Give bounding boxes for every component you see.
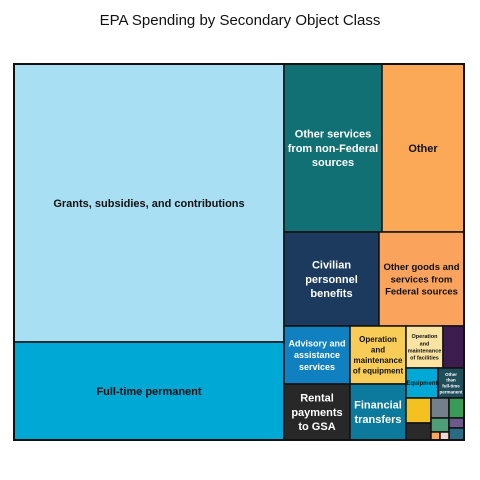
cell-operation-and-maintenance-of-equipment-rect (349, 325, 407, 385)
cell-equipment-label: Equipment (407, 381, 438, 387)
cell-other-label: Other (408, 143, 438, 155)
cell-other-services-from-non-federal-sources-label: Other services from non-Federal sources (288, 129, 378, 170)
cell-other-than-full-time-permanent-rect (437, 367, 465, 399)
cell-financial-transfers-rect (349, 383, 407, 441)
cell-equipment-rect (405, 367, 439, 399)
cell-18-rect (405, 422, 432, 441)
cell-20-rect (448, 417, 465, 429)
cell-civilian-personnel-benefits-rect (283, 231, 380, 327)
cell-16-rect (430, 397, 450, 419)
cell-15-rect (405, 397, 432, 424)
cell-advisory-and-assistance-services-rect (283, 325, 351, 385)
cell-23-rect (439, 431, 450, 441)
cell-17-rect (448, 397, 465, 419)
cell-civilian-personnel-benefits-label: Civilian personnel benefits (305, 260, 358, 301)
cell-10-rect (442, 325, 465, 369)
cell-other-goods-and-services-from-federal-sources-rect (378, 231, 465, 327)
cell-other-goods-and-services-from-federal-sources-label: Other goods and services from Federal sour… (384, 262, 460, 298)
cell-operation-and-maintenance-of-equipment-label: Operation and maintenance of equipment (353, 335, 404, 375)
cell-full-time-permanent-label: Full-time permanent (96, 386, 201, 398)
cell-advisory-and-assistance-services-label: Advisory and assistance services (288, 338, 345, 371)
chart-title: EPA Spending by Secondary Object Class (99, 12, 381, 29)
cell-21-rect (448, 427, 465, 441)
cell-operation-and-maintenance-of-facilities-label: Operation and maintenance of facilities (408, 334, 442, 361)
cell-other-rect (381, 63, 465, 233)
cell-rental-payments-to-gsa-label: Rental payments to GSA (291, 393, 342, 434)
cell-19-rect (430, 417, 450, 433)
cell-22-rect (430, 431, 441, 441)
cell-grants-subsidies-and-contributions-label: Grants, subsidies, and contributions (53, 198, 244, 210)
cell-other-than-full-time-permanent-label: Other than full-time permanent (439, 372, 463, 395)
treemap-frame (13, 63, 465, 441)
cell-financial-transfers-label: Financial transfers (354, 400, 402, 426)
cell-rental-payments-to-gsa-rect (283, 383, 351, 441)
